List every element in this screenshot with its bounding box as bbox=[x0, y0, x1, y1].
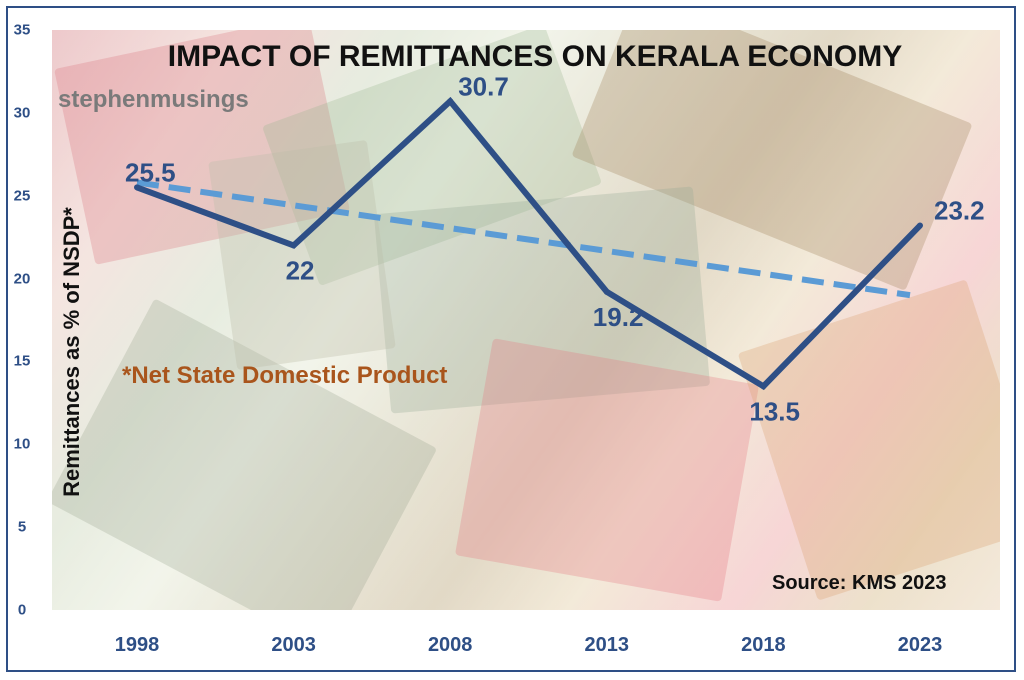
y-tick-label: 20 bbox=[13, 270, 31, 288]
watermark-text: stephenmusings bbox=[58, 86, 249, 113]
trend-line bbox=[136, 179, 911, 299]
x-tick-label: 2013 bbox=[584, 634, 630, 656]
y-tick-label: 0 bbox=[17, 601, 27, 619]
data-point bbox=[290, 242, 297, 249]
x-tick-label: 1998 bbox=[114, 634, 160, 656]
data-point bbox=[917, 222, 923, 229]
data-label: 23.2 bbox=[934, 196, 985, 226]
data-label: 13.5 bbox=[749, 396, 800, 426]
y-tick-label: 25 bbox=[13, 187, 31, 205]
x-tick-label: 2018 bbox=[741, 634, 786, 656]
banknote-collage-background bbox=[52, 30, 1000, 610]
y-tick-label: 5 bbox=[17, 518, 27, 536]
x-tick-label: 2008 bbox=[427, 634, 473, 656]
y-tick-label: 30 bbox=[13, 104, 31, 122]
y-tick-label: 10 bbox=[13, 435, 31, 453]
data-label: 19.2 bbox=[593, 302, 644, 332]
x-tick-label: 2023 bbox=[897, 634, 943, 656]
y-tick-label: 15 bbox=[13, 352, 31, 370]
footnote-text: *Net State Domestic Product bbox=[122, 362, 448, 389]
source-text: Source: KMS 2023 bbox=[772, 572, 947, 594]
data-point bbox=[134, 184, 140, 191]
data-label: 22 bbox=[286, 255, 315, 285]
chart-title: IMPACT OF REMITTANCES ON KERALA ECONOMY bbox=[167, 40, 903, 73]
data-label: 30.7 bbox=[458, 71, 509, 101]
x-tick-label: 2003 bbox=[271, 634, 316, 656]
data-point bbox=[760, 383, 767, 390]
data-label: 25.5 bbox=[125, 157, 176, 187]
y-tick-label: 35 bbox=[13, 21, 31, 39]
data-point bbox=[603, 288, 610, 295]
data-point bbox=[447, 98, 454, 105]
series-line-remittances bbox=[135, 96, 923, 391]
